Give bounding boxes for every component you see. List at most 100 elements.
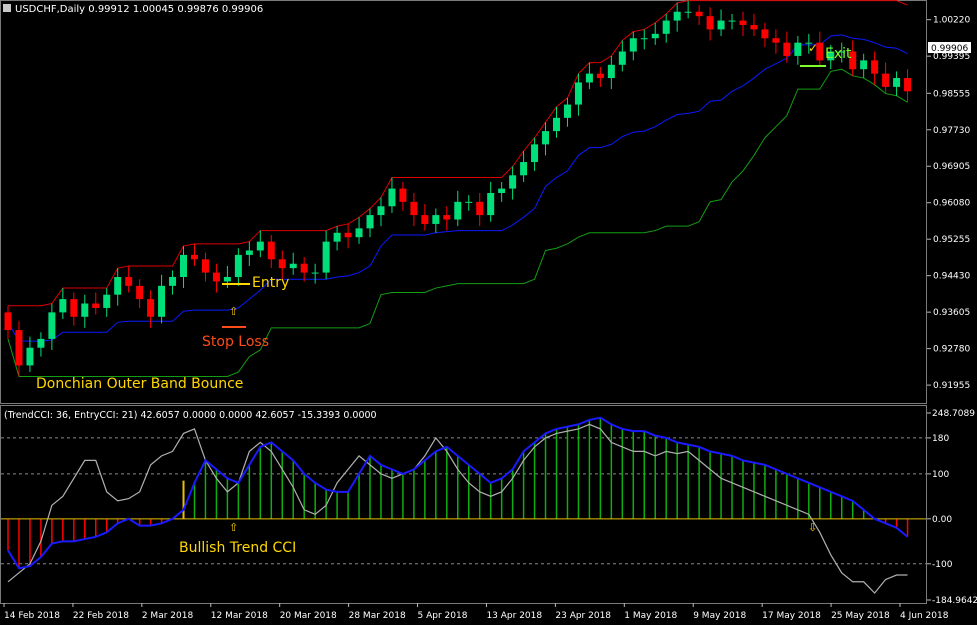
cci-tick-label: 0.00 [932,515,952,525]
price-tick-label: 1.00220 [933,16,970,26]
price-tick-label: 0.96905 [933,162,970,172]
candle-body [256,241,264,251]
candle-body [717,20,725,30]
date-tick-label: 5 Apr 2018 [418,611,468,621]
date-tick-label: 9 May 2018 [693,611,746,621]
candle-body [673,11,681,21]
cci-tick-label: 100 [932,470,949,480]
cci-tick-label: 248.7089 [932,409,975,419]
candle-body [827,51,835,61]
candle-body [465,201,473,203]
date-tick-label: 28 Mar 2018 [349,611,406,621]
candle-body [322,241,330,273]
candle-body [553,117,561,132]
main-panel[interactable] [0,0,927,404]
candle-body [267,241,275,260]
date-tick-label: 25 May 2018 [831,611,890,621]
candle-body [48,312,56,339]
candle-body [114,276,122,295]
candle-body [454,201,462,220]
date-axis: 14 Feb 2018 22 Feb 2018 2 Mar 2018 12 Mar 2… [3,603,949,621]
current-price-marker [928,42,971,53]
price-tick-label: 0.97730 [933,126,970,136]
candle-body [223,276,231,282]
cci-tick-label: -184.9642 [932,596,977,606]
candle-body [333,232,341,242]
donchian-bands [7,0,908,377]
price-tick-label: 0.94430 [933,272,970,282]
bearish-arrow-icon: ⇩ [808,521,817,534]
candle-body [618,51,626,65]
candle-body [838,51,846,53]
date-tick-label: 17 May 2018 [762,611,821,621]
entry-cci-line [7,423,908,594]
candle-body [662,20,670,34]
candle-body [4,312,12,331]
candle-body [234,254,242,277]
candle-body [542,131,550,145]
candle-body [70,299,78,317]
candle-body [443,215,451,220]
candle-body [607,64,615,79]
candle-body [816,42,824,61]
candle-body [15,330,23,366]
candle-body [585,73,593,83]
outer-band-bounce-label: Donchian Outer Band Bounce [36,376,243,392]
candle-body [377,206,385,216]
candle-body [26,347,34,366]
stop-loss-label: Stop Loss [202,334,269,350]
price-tick-label: 0.92780 [933,345,970,355]
candle-body [355,228,363,238]
price-tick-label: 0.93605 [933,308,970,318]
date-tick-label: 13 Apr 2018 [486,611,542,621]
candle-body [289,263,297,269]
upper-band [8,0,908,307]
stop-loss-annotation: Stop Loss [202,326,269,350]
candle-body [410,201,418,216]
candle-body [278,259,286,269]
candle-body [849,51,857,70]
exit-check-icon: ✓ [808,41,818,55]
date-tick-label: 4 Jun 2018 [900,611,949,621]
candle-body [92,303,100,308]
price-tick-label: 0.98555 [933,89,970,99]
date-tick-label: 23 Apr 2018 [555,611,611,621]
entry-arrow-icon: ⇧ [229,305,238,318]
candle-body [706,16,714,30]
exit-annotation: ✓ Exit [800,41,852,67]
header-icon [3,4,11,12]
candle-body [169,276,177,286]
date-tick-label: 20 Mar 2018 [280,611,337,621]
date-tick-label: 14 Feb 2018 [4,611,60,621]
candle-body [783,42,791,56]
candle-body [761,29,769,39]
candle-body [596,73,604,79]
price-tick-label: 0.95255 [933,235,970,245]
candle-body [684,11,692,13]
candle-body [871,60,879,74]
trend-cci-indicator [1,416,926,594]
candle-body [103,294,111,308]
candle-body [125,276,133,286]
trend-cci-line [7,416,909,570]
lower-band [7,68,908,377]
candle-body [136,285,144,300]
cci-tick-label: -100 [932,560,953,570]
candle-body [498,188,506,193]
candle-body [300,263,308,273]
indicator-panel[interactable] [0,405,927,604]
candle-body [794,42,802,56]
candle-body [772,38,780,43]
candle-body [520,162,528,176]
candle-body [805,42,813,44]
date-tick-label: 1 May 2018 [624,611,677,621]
price-tick-label: 0.99395 [933,52,970,62]
candle-body [509,175,517,189]
candle-body [37,338,45,348]
candle-body [750,24,758,30]
candle-body [476,201,484,216]
date-tick-label: 2 Mar 2018 [142,611,194,621]
middle-band [7,34,908,342]
candle-body [190,254,198,260]
